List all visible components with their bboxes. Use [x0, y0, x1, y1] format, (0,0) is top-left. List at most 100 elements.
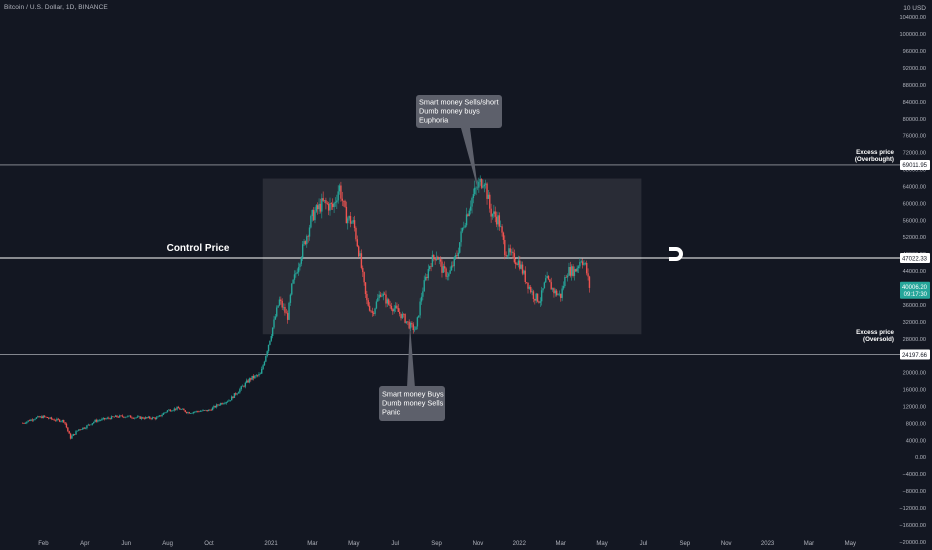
candle-body: [536, 293, 539, 302]
candle-body: [444, 266, 446, 269]
candle-body: [288, 302, 290, 320]
candle-body: [491, 213, 494, 217]
callout-bottom-line3: Panic: [382, 408, 401, 417]
candle-body: [400, 313, 402, 319]
candle-body: [276, 307, 278, 317]
candle-body: [370, 310, 372, 312]
candle-body: [52, 419, 54, 420]
candle-body: [210, 409, 212, 411]
candle-body: [580, 261, 582, 263]
candle-body: [390, 306, 393, 310]
candle-body: [516, 264, 518, 266]
magnet-icon[interactable]: [669, 247, 683, 261]
candle-body: [134, 417, 136, 419]
candle-body: [562, 286, 565, 289]
candle-body: [57, 418, 59, 420]
candle-body: [54, 420, 57, 422]
x-tick-label: Jul: [640, 541, 648, 547]
callout-top-line3: Euphoria: [419, 116, 449, 125]
candle-body: [261, 369, 263, 374]
candle-body: [191, 413, 193, 414]
y-tick-label: 76000.00: [903, 134, 926, 140]
candle-body: [230, 396, 233, 401]
y-tick-label: 88000.00: [903, 83, 926, 89]
callout-top: Smart money Sells/short Dumb money buys …: [416, 95, 502, 190]
candle-body: [254, 375, 256, 379]
y-tick-label: 36000.00: [903, 303, 926, 309]
candle-body: [426, 276, 428, 279]
price-axis: 104000.00 100000.00 96000.00 92000.00 88000.…: [899, 15, 926, 546]
candle-body: [545, 278, 547, 283]
candle-body: [32, 419, 35, 421]
candle-body: [515, 262, 517, 265]
candle-body: [452, 265, 454, 267]
y-tick-label: 72000.00: [903, 151, 926, 157]
candle-body: [198, 411, 200, 413]
candle-body: [184, 410, 186, 412]
candle-body: [136, 416, 139, 418]
candle-body: [388, 299, 390, 305]
candle-body: [463, 227, 465, 228]
candle-body: [345, 206, 348, 224]
candle-body: [418, 315, 420, 318]
candle-body: [499, 226, 502, 227]
candle-body: [76, 430, 79, 432]
candle-body: [561, 288, 563, 298]
y-tick-label: 32000.00: [903, 320, 926, 326]
excess-overbought-price-tag-text: 69011.95: [902, 163, 927, 169]
candle-body: [267, 344, 270, 352]
excess-top-label-line2: (Overbought): [855, 156, 894, 163]
candle-body: [37, 416, 39, 418]
candle-body: [205, 409, 207, 411]
excess-oversold-price-tag: [900, 349, 930, 360]
candle-body: [553, 288, 555, 294]
candle-body: [362, 267, 364, 273]
range-box: [262, 178, 642, 335]
candle-body: [372, 312, 375, 314]
countdown-text: 09:17:30: [904, 292, 928, 298]
candle-body: [495, 216, 498, 225]
candle-body: [296, 272, 298, 274]
candle-body: [519, 260, 521, 269]
candle-body: [405, 321, 408, 323]
candle-body: [158, 415, 161, 417]
candle-body: [319, 203, 322, 212]
candle-body: [489, 194, 491, 209]
candle-body: [72, 433, 74, 436]
y-tick-label: 0.00: [915, 455, 926, 461]
candle-body: [407, 321, 409, 322]
x-tick-label: Feb: [38, 541, 49, 547]
candle-body: [480, 178, 483, 188]
candle-body: [357, 246, 360, 257]
candle-body: [99, 420, 102, 421]
candle-body: [188, 412, 191, 414]
y-tick-label: 68000.00: [903, 168, 926, 174]
candle-body: [185, 411, 188, 414]
candle-body: [124, 417, 126, 418]
x-tick-label: Mar: [307, 541, 317, 547]
candle-body: [332, 203, 334, 208]
candle-body: [101, 418, 103, 421]
candle-body: [577, 266, 580, 269]
candle-body: [394, 305, 397, 309]
candle-body: [359, 253, 361, 257]
x-tick-label: Sep: [431, 541, 442, 547]
candle-body: [538, 301, 540, 303]
candle-body: [153, 417, 155, 418]
candle-body: [162, 413, 165, 415]
candle-body: [196, 411, 199, 412]
candle-body: [398, 311, 401, 314]
candle-body: [497, 215, 499, 225]
candle-body: [277, 305, 279, 308]
candle-body: [547, 275, 550, 280]
candle-body: [45, 416, 47, 418]
candle-body: [508, 248, 510, 256]
candle-body: [69, 433, 72, 439]
y-tick-label: 60000.00: [903, 201, 926, 207]
candle-body: [150, 418, 152, 420]
y-tick-label: 16000.00: [903, 388, 926, 394]
candle-body: [164, 412, 166, 414]
candle-body: [39, 416, 42, 418]
